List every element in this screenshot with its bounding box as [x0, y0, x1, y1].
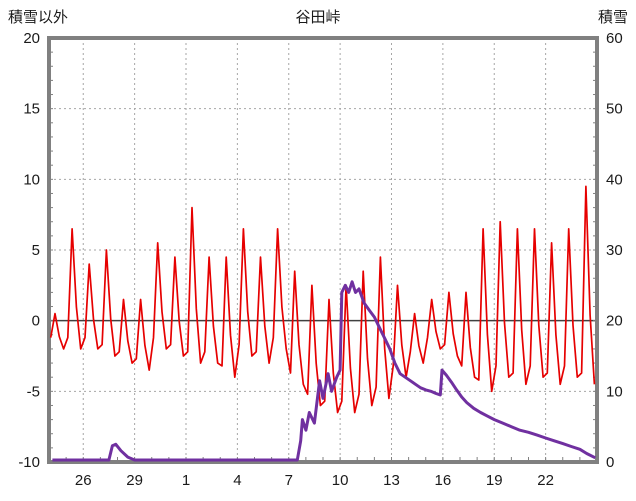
right-tick-label: 10 — [606, 383, 623, 400]
x-tick-label: 26 — [75, 472, 92, 489]
left-tick-label: 5 — [32, 242, 40, 259]
left-axis-title: 積雪以外 — [8, 9, 69, 26]
right-tick-label: 40 — [606, 171, 623, 188]
x-tick-label: 22 — [537, 472, 554, 489]
x-tick-label: 10 — [332, 472, 349, 489]
right-tick-label: 50 — [606, 101, 623, 118]
x-tick-label: 4 — [233, 472, 241, 489]
left-tick-label: -5 — [27, 383, 40, 400]
left-tick-label: 15 — [23, 101, 40, 118]
right-axis-title: 積雪 — [597, 9, 628, 26]
x-tick-label: 7 — [285, 472, 293, 489]
right-tick-label: 0 — [606, 454, 614, 471]
right-tick-label: 20 — [606, 313, 623, 330]
right-tick-label: 60 — [606, 30, 623, 47]
left-tick-label: -10 — [18, 454, 40, 471]
left-tick-label: 10 — [23, 171, 40, 188]
x-tick-label: 13 — [383, 472, 400, 489]
temperature-line — [49, 185, 596, 414]
chart-title: 谷田峠 — [295, 9, 341, 26]
snow-depth-line — [52, 280, 596, 462]
right-tick-label: 30 — [606, 242, 623, 259]
left-tick-label: 0 — [32, 313, 40, 330]
left-tick-label: 20 — [23, 30, 40, 47]
plot-frame — [47, 36, 599, 464]
x-tick-label: 29 — [126, 472, 143, 489]
x-tick-label: 1 — [182, 472, 190, 489]
x-tick-label: 19 — [486, 472, 503, 489]
x-tick-label: 16 — [435, 472, 452, 489]
